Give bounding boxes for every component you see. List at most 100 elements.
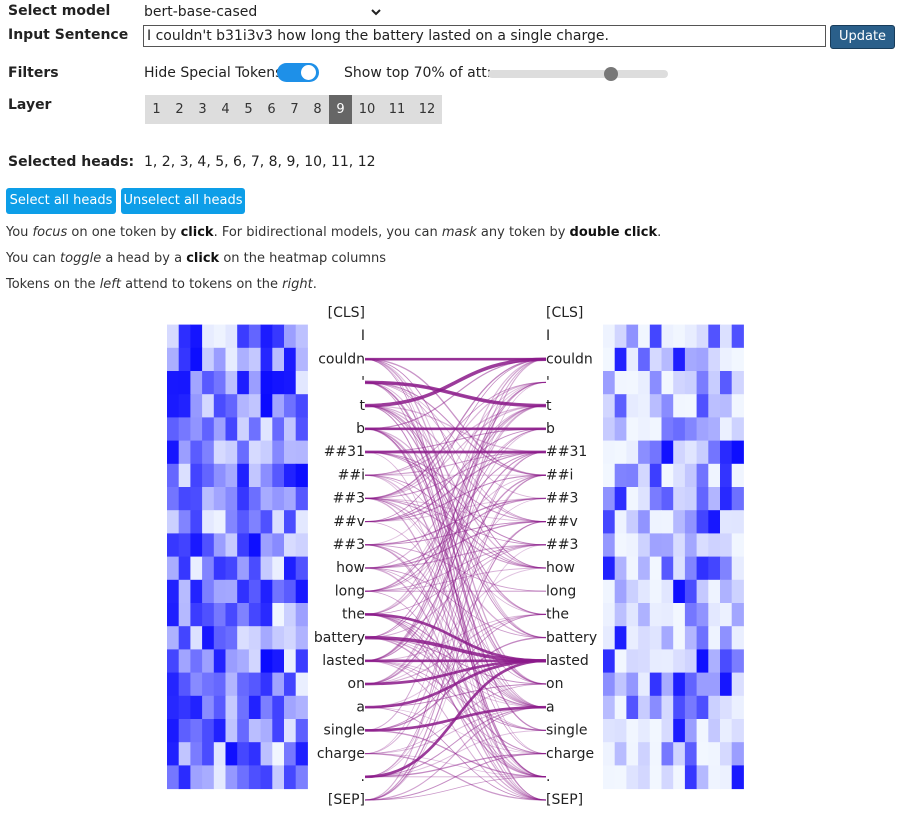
layer-button-3[interactable]: 3 [198, 102, 207, 117]
heatmap-cell[interactable] [213, 440, 226, 465]
heatmap-cell[interactable] [190, 742, 203, 766]
heatmap-cell[interactable] [225, 463, 238, 488]
heatmap-cell[interactable] [673, 695, 686, 720]
heatmap-cell[interactable] [684, 719, 698, 743]
heatmap-cell[interactable] [225, 440, 238, 465]
heatmap-cell[interactable] [673, 765, 686, 790]
heatmap-cell[interactable] [661, 417, 674, 442]
heatmap-cell[interactable] [731, 695, 744, 720]
heatmap-cell[interactable] [284, 603, 297, 627]
right-token[interactable]: single [546, 723, 587, 739]
heatmap-cell[interactable] [684, 742, 698, 766]
heatmap-cell[interactable] [260, 371, 273, 395]
heatmap-cell[interactable] [731, 440, 744, 465]
heatmap-cell[interactable] [603, 440, 616, 465]
heatmap-cell[interactable] [603, 533, 616, 558]
heatmap-cell[interactable] [614, 371, 627, 395]
heatmap-cell[interactable] [225, 371, 238, 395]
heatmap-cell[interactable] [213, 695, 226, 720]
heatmap-cell[interactable] [649, 510, 662, 534]
heatmap-cell[interactable] [284, 626, 297, 650]
heatmap-cell[interactable] [284, 324, 297, 349]
heatmap-cell[interactable] [614, 487, 627, 511]
heatmap-cell[interactable] [225, 672, 238, 697]
heatmap-cell[interactable] [213, 347, 226, 372]
heatmap-cell[interactable] [626, 487, 639, 511]
heatmap-cell[interactable] [202, 463, 215, 488]
heatmap-cell[interactable] [190, 463, 203, 488]
heatmap-cell[interactable] [649, 394, 662, 418]
heatmap-cell[interactable] [673, 487, 686, 511]
heatmap-cell[interactable] [731, 510, 744, 534]
heatmap-cell[interactable] [178, 719, 191, 743]
heatmap-cell[interactable] [190, 672, 203, 697]
heatmap-cell[interactable] [167, 556, 180, 581]
heatmap-cell[interactable] [237, 394, 250, 418]
heatmap-cell[interactable] [248, 510, 262, 534]
heatmap-cell[interactable] [260, 417, 273, 442]
heatmap-cell[interactable] [696, 440, 709, 465]
heatmap-cell[interactable] [696, 463, 709, 488]
heatmap-cell[interactable] [708, 463, 721, 488]
heatmap-cell[interactable] [167, 533, 180, 558]
heatmap-cell[interactable] [720, 626, 733, 650]
heatmap-cell[interactable] [295, 765, 308, 790]
heatmap-cell[interactable] [673, 672, 686, 697]
heatmap-cell[interactable] [167, 347, 180, 372]
heatmap-cell[interactable] [167, 417, 180, 442]
heatmap-cell[interactable] [213, 324, 226, 349]
heatmap-cell[interactable] [603, 324, 616, 349]
heatmap-cell[interactable] [638, 579, 651, 604]
heatmap-cell[interactable] [295, 626, 308, 650]
heatmap-cell[interactable] [272, 719, 285, 743]
heatmap-cell[interactable] [720, 394, 733, 418]
heatmap-cell[interactable] [673, 324, 686, 349]
heatmap-cell[interactable] [260, 695, 273, 720]
heatmap-cell[interactable] [603, 603, 616, 627]
heatmap-cell[interactable] [638, 510, 651, 534]
heatmap-cell[interactable] [661, 603, 674, 627]
heatmap-cell[interactable] [684, 579, 698, 604]
heatmap-cell[interactable] [626, 533, 639, 558]
heatmap-cell[interactable] [178, 626, 191, 650]
heatmap-cell[interactable] [696, 742, 709, 766]
heatmap-cell[interactable] [202, 742, 215, 766]
heatmap-cell[interactable] [638, 347, 651, 372]
heatmap-cell[interactable] [202, 533, 215, 558]
heatmap-cell[interactable] [661, 579, 674, 604]
heatmap-cell[interactable] [202, 371, 215, 395]
heatmap-cell[interactable] [684, 371, 698, 395]
heatmap-cell[interactable] [225, 626, 238, 650]
heatmap-cell[interactable] [284, 487, 297, 511]
attention-threshold-slider[interactable] [488, 67, 668, 81]
heatmap-cell[interactable] [720, 324, 733, 349]
heatmap-cell[interactable] [696, 695, 709, 720]
left-token[interactable]: ##3 [333, 491, 365, 507]
heatmap-cell[interactable] [190, 394, 203, 418]
heatmap-cell[interactable] [248, 556, 262, 581]
heatmap-cell[interactable] [248, 742, 262, 766]
heatmap-cell[interactable] [237, 626, 250, 650]
heatmap-cell[interactable] [260, 463, 273, 488]
heatmap-cell[interactable] [708, 626, 721, 650]
heatmap-cell[interactable] [673, 510, 686, 534]
heatmap-cell[interactable] [248, 347, 262, 372]
heatmap-cell[interactable] [284, 371, 297, 395]
heatmap-cell[interactable] [248, 672, 262, 697]
heatmap-cell[interactable] [614, 394, 627, 418]
heatmap-cell[interactable] [225, 533, 238, 558]
heatmap-cell[interactable] [190, 603, 203, 627]
heatmap-cell[interactable] [202, 649, 215, 674]
heatmap-cell[interactable] [260, 603, 273, 627]
heatmap-cell[interactable] [673, 719, 686, 743]
heatmap-cell[interactable] [167, 672, 180, 697]
heatmap-cell[interactable] [720, 417, 733, 442]
heatmap-cell[interactable] [626, 440, 639, 465]
right-token[interactable]: ##31 [546, 444, 587, 460]
right-token[interactable]: [SEP] [546, 792, 583, 808]
heatmap-cell[interactable] [213, 579, 226, 604]
hide-special-tokens-toggle[interactable] [277, 63, 319, 82]
right-token[interactable]: I [546, 328, 550, 344]
heatmap-cell[interactable] [272, 487, 285, 511]
heatmap-cell[interactable] [213, 487, 226, 511]
